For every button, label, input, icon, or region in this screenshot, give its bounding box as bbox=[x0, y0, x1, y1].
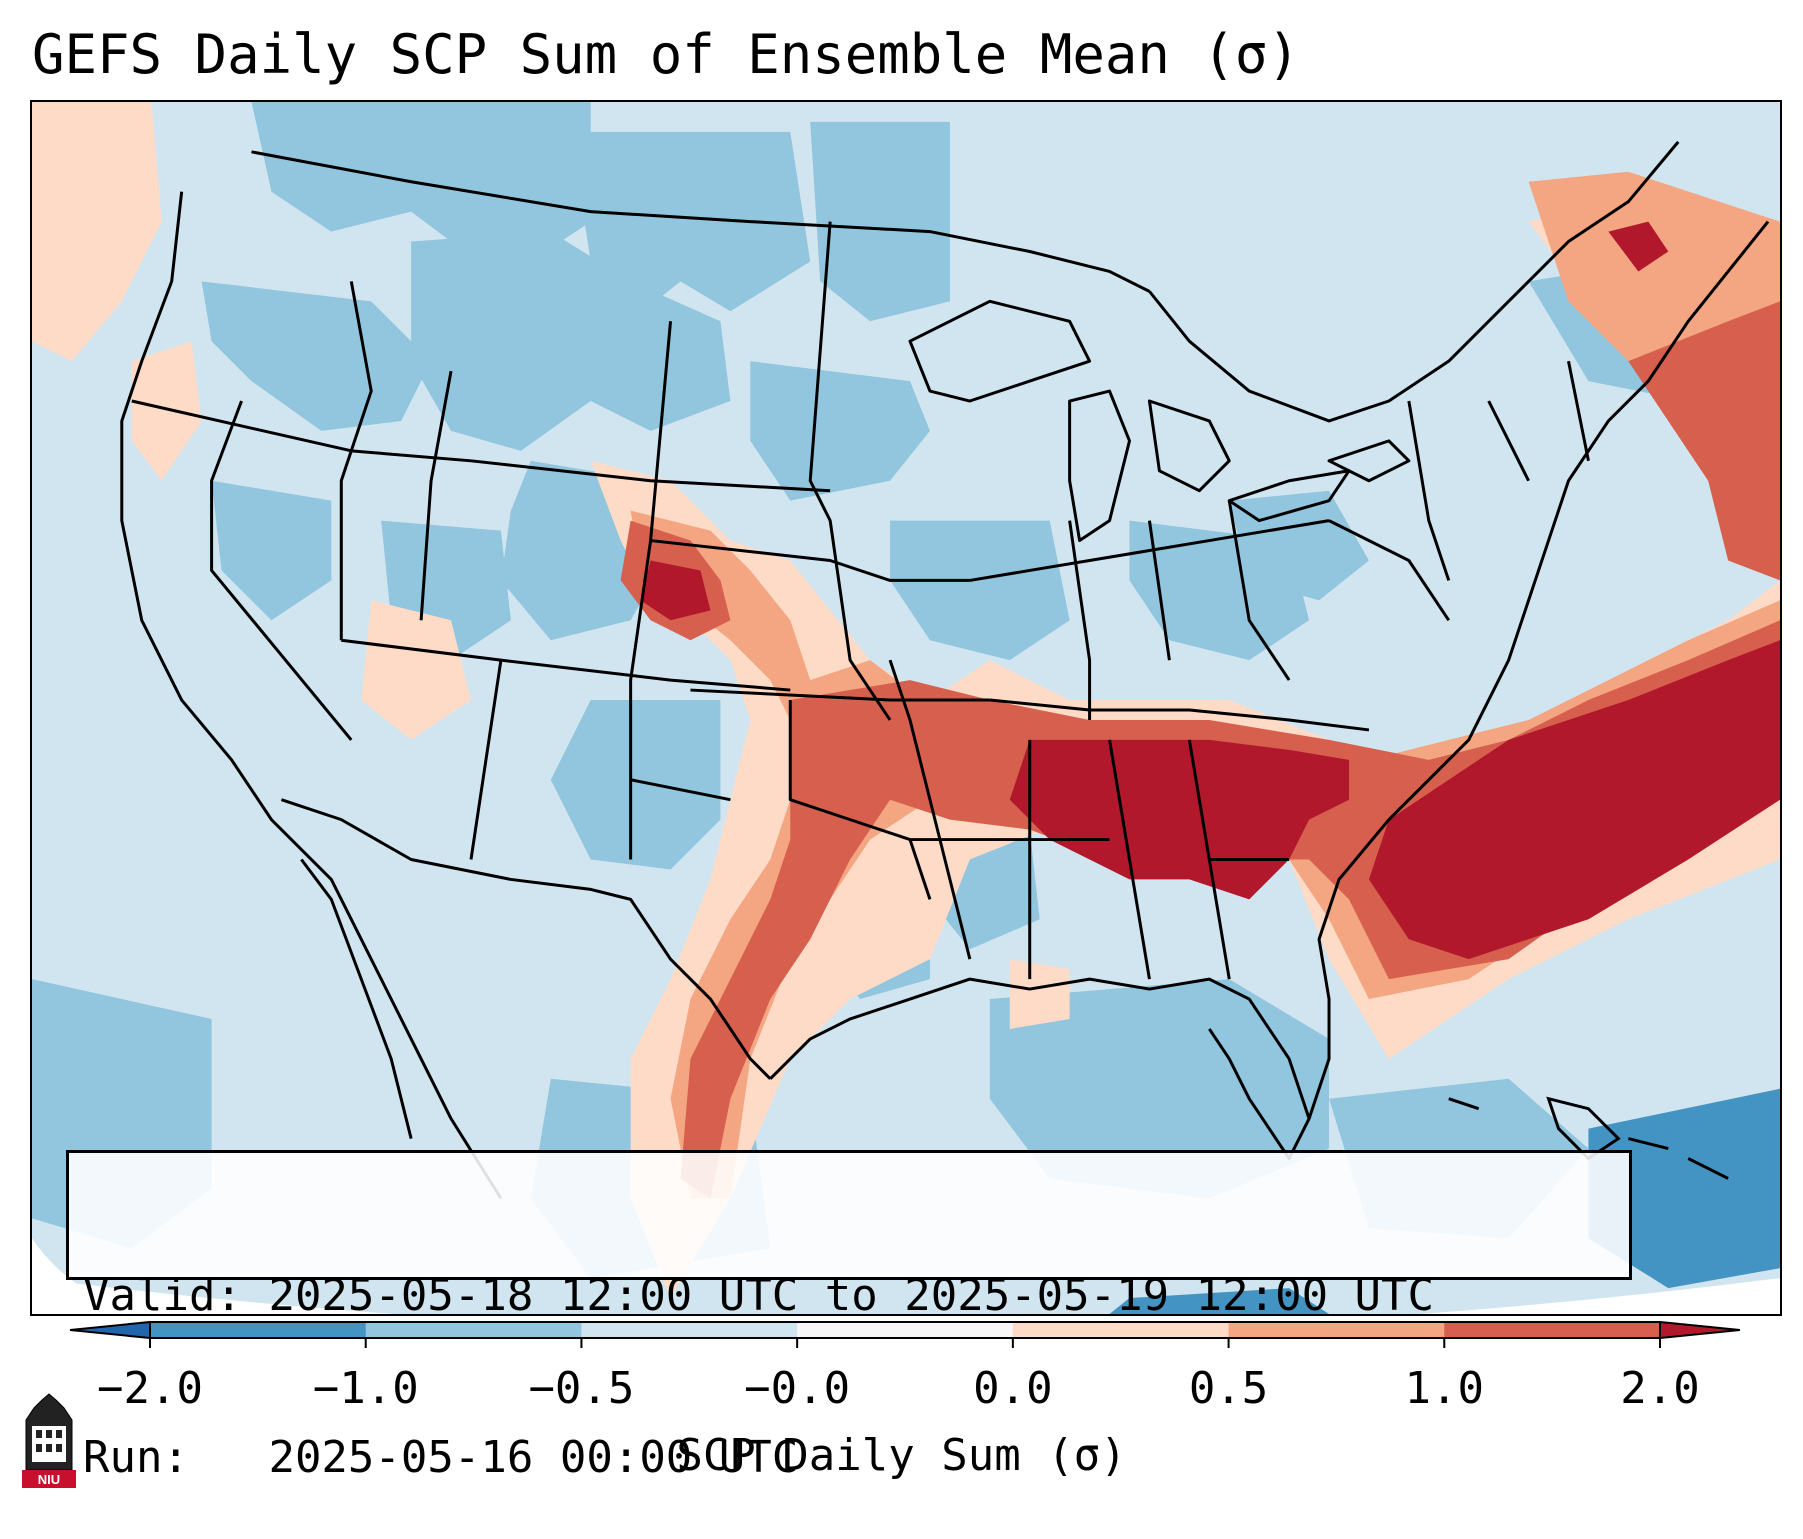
colorbar-tick-label: 1.0 bbox=[1404, 1363, 1485, 1414]
domain-mask-bottom-left bbox=[32, 1238, 152, 1314]
colorbar-under-arrow bbox=[70, 1320, 151, 1340]
colorbar-tick-label: 0.0 bbox=[973, 1363, 1053, 1414]
scp-field-map bbox=[32, 102, 1780, 1314]
us-canada-border bbox=[251, 150, 1151, 293]
caribbean-islands bbox=[1448, 1096, 1729, 1180]
colorbar-bin bbox=[150, 1322, 367, 1338]
negative-strong-patches bbox=[1109, 1088, 1780, 1314]
valid-time: 2025-05-18 12:00 UTC to 2025-05-19 12:00… bbox=[268, 1270, 1435, 1321]
great-lakes bbox=[908, 299, 1092, 403]
valid-row: Valid: 2025-05-18 12:00 UTC to 2025-05-1… bbox=[83, 1269, 1615, 1323]
run-time: 2025-05-16 00:00 UTC bbox=[268, 1432, 799, 1483]
colorbar-bins bbox=[149, 1321, 1661, 1339]
colorbar-tick-label: −2.0 bbox=[97, 1363, 203, 1414]
colorbar-bin bbox=[1228, 1322, 1445, 1338]
colorbar-tick-label: 2.0 bbox=[1620, 1363, 1700, 1414]
logo-text: NIU bbox=[38, 1472, 60, 1487]
niu-logo: NIU bbox=[22, 1393, 76, 1488]
validity-info-box: Valid: 2025-05-18 12:00 UTC to 2025-05-1… bbox=[66, 1150, 1632, 1483]
colorbar-bin bbox=[1012, 1322, 1230, 1338]
us-mexico-border bbox=[280, 798, 772, 1080]
political-boundaries bbox=[120, 140, 1770, 1200]
colorbar-bin bbox=[365, 1322, 582, 1338]
map-title: GEFS Daily SCP Sum of Ensemble Mean (σ) bbox=[32, 23, 1300, 86]
colorbar-over-arrow bbox=[1659, 1320, 1740, 1340]
run-row: Run: 2025-05-16 00:00 UTC bbox=[83, 1431, 1615, 1485]
run-label: Run: bbox=[83, 1432, 189, 1483]
colorbar-bin bbox=[797, 1322, 1014, 1338]
colorbar-title: SCP Daily Sum (σ) bbox=[676, 1430, 1127, 1481]
negative-medium-patches bbox=[32, 102, 1729, 1279]
map-panel bbox=[30, 100, 1782, 1316]
domain-mask-bottom bbox=[32, 1278, 1780, 1314]
colorbar-tick-label: 0.5 bbox=[1188, 1363, 1269, 1414]
colorbar-ticks bbox=[149, 1338, 1661, 1348]
west-coast bbox=[120, 191, 503, 1200]
colorbar-bin bbox=[581, 1322, 798, 1338]
colorbar-tick-label: −1.0 bbox=[312, 1363, 419, 1414]
east-coast bbox=[1307, 220, 1770, 1120]
valid-label: Valid: bbox=[83, 1270, 242, 1321]
colorbar-tick-label: −0.0 bbox=[744, 1363, 851, 1414]
gulf-coast bbox=[769, 977, 1311, 1161]
colorbar bbox=[70, 1320, 1740, 1348]
colorbar-bin bbox=[1444, 1322, 1661, 1338]
colorbar-tick-label: −0.5 bbox=[528, 1363, 635, 1414]
